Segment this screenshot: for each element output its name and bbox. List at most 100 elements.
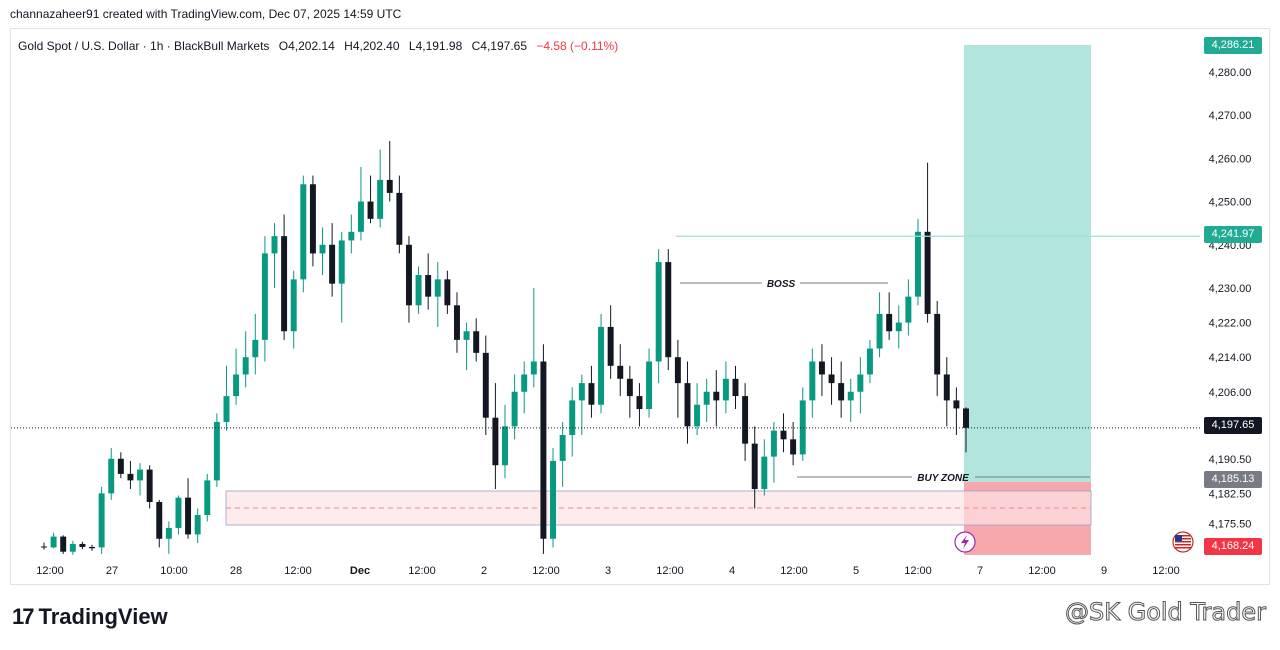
lightning-icon-bolt: [961, 535, 969, 549]
candle: [271, 223, 278, 289]
candle-body: [367, 201, 374, 219]
legend-high: H4,202.40: [344, 39, 400, 53]
candle: [127, 460, 134, 490]
candle: [329, 223, 336, 297]
candle: [348, 214, 355, 254]
time-tick-label: 28: [230, 565, 242, 577]
candle: [252, 313, 259, 375]
price-tick-label: 4,222.00: [1209, 318, 1252, 330]
chart-author-header: channazaheer91 created with TradingView.…: [10, 7, 402, 21]
us-flag-stripe: [1175, 544, 1191, 546]
time-tick-label: 12:00: [408, 565, 436, 577]
candle: [886, 292, 893, 340]
author-watermark: @SK Gold Trader: [1065, 598, 1267, 627]
candle: [185, 478, 192, 539]
candle: [357, 166, 364, 241]
candle: [69, 540, 76, 555]
time-axis: 12:00 27 10:00 28 12:00 Dec 12:00 2 12:00 3 12:00 4…: [36, 565, 1180, 577]
candle-body: [108, 458, 115, 494]
candle-body: [742, 396, 749, 444]
candle: [607, 305, 614, 379]
candle: [175, 495, 182, 535]
symbol-legend[interactable]: Gold Spot / U.S. Dollar · 1h · BlackBull…: [18, 39, 624, 53]
candle: [790, 422, 797, 466]
us-flag-stripe: [1175, 547, 1191, 549]
candle-body: [828, 374, 835, 384]
candle-body: [405, 244, 412, 306]
candle-body: [847, 391, 854, 401]
price-tick-label: 4,182.50: [1209, 488, 1252, 500]
candle: [165, 521, 172, 554]
candle: [761, 439, 768, 496]
candle: [857, 357, 864, 414]
candle: [108, 447, 115, 500]
candle-body: [818, 361, 825, 375]
time-tick-label: 10:00: [160, 565, 188, 577]
candle: [866, 339, 873, 384]
candle-body: [98, 493, 105, 548]
candle-body: [338, 240, 345, 284]
candle: [117, 452, 124, 479]
candle: [405, 236, 412, 323]
time-tick-label: 12:00: [36, 565, 64, 577]
candle: [722, 361, 729, 414]
candle: [713, 370, 720, 427]
candle-body: [684, 383, 691, 427]
candle: [751, 426, 758, 509]
price-tick-label: 4,214.00: [1209, 352, 1252, 364]
time-tick-label: 7: [977, 565, 983, 577]
candle: [319, 227, 326, 276]
boss-label: BOSS: [767, 279, 796, 290]
candle: [300, 175, 307, 293]
candle: [550, 447, 556, 548]
candle: [521, 361, 528, 414]
candle: [98, 486, 105, 554]
time-tick-label: 9: [1101, 565, 1107, 577]
time-tick-label: 12:00: [284, 565, 312, 577]
candle-body: [117, 458, 124, 474]
candle: [261, 236, 268, 362]
candle: [463, 322, 470, 371]
candle-body: [703, 391, 710, 405]
candle-body: [69, 543, 76, 552]
candle-body: [377, 179, 384, 219]
time-tick-label: 4: [729, 565, 735, 577]
candle-body: [357, 201, 364, 232]
candle: [838, 361, 845, 418]
candle-body: [444, 279, 451, 306]
tradingview-logo[interactable]: 17 TradingView: [12, 604, 168, 630]
tradingview-logo-icon: 17: [12, 604, 35, 629]
candle: [617, 344, 624, 397]
candle-body: [770, 430, 777, 457]
time-tick-label: 12:00: [532, 565, 560, 577]
candle-body: [454, 305, 460, 340]
price-tick-label: 4,190.50: [1209, 454, 1252, 466]
candle: [290, 270, 297, 349]
candle-body: [146, 469, 153, 502]
candle-body: [866, 348, 873, 375]
candle-body: [213, 422, 220, 481]
candle-body: [271, 236, 278, 254]
candle-body: [915, 231, 921, 297]
candle-body: [809, 361, 816, 401]
us-flag-stripe: [1175, 538, 1191, 540]
candle: [674, 339, 681, 418]
candle-body: [89, 546, 95, 549]
candle: [223, 365, 230, 431]
candle: [156, 499, 163, 548]
candle-body: [588, 383, 595, 405]
candle-body: [329, 244, 336, 284]
legend-open: O4,202.14: [278, 39, 335, 53]
candle-body: [261, 253, 268, 340]
candle: [732, 365, 739, 410]
candle: [213, 413, 220, 487]
symbol-title: Gold Spot / U.S. Dollar · 1h · BlackBull…: [18, 39, 270, 53]
us-flag-canton: [1175, 535, 1182, 541]
candle: [425, 253, 432, 310]
candle-body: [780, 430, 787, 440]
candle: [434, 262, 441, 327]
price-tick-label: 4,175.50: [1209, 519, 1252, 531]
price-tag-top: 4,286.21: [1204, 37, 1262, 54]
chart-panel[interactable]: [10, 28, 1270, 585]
